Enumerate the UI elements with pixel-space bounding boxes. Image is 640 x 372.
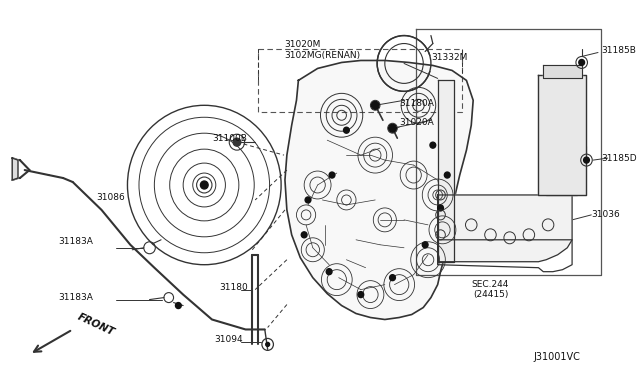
Polygon shape — [538, 76, 586, 195]
Text: 31183A: 31183A — [58, 293, 93, 302]
Circle shape — [438, 205, 444, 211]
Circle shape — [344, 127, 349, 133]
Text: SEC.244: SEC.244 — [472, 280, 509, 289]
Polygon shape — [543, 65, 582, 78]
Text: FRONT: FRONT — [76, 311, 116, 337]
Text: 31180A: 31180A — [399, 99, 434, 108]
Text: 31185D: 31185D — [601, 154, 637, 163]
Text: 31086: 31086 — [97, 193, 125, 202]
Polygon shape — [12, 158, 18, 180]
Polygon shape — [438, 195, 572, 262]
Circle shape — [200, 181, 208, 189]
Text: (24415): (24415) — [473, 290, 508, 299]
Circle shape — [175, 302, 181, 308]
Text: 31020A: 31020A — [399, 118, 434, 127]
Circle shape — [422, 242, 428, 248]
Circle shape — [584, 157, 589, 163]
Circle shape — [358, 292, 364, 298]
Text: 31094: 31094 — [214, 335, 243, 344]
Circle shape — [444, 172, 450, 178]
Polygon shape — [546, 80, 577, 195]
Circle shape — [388, 124, 396, 132]
Text: 31180: 31180 — [220, 283, 248, 292]
Polygon shape — [285, 61, 473, 320]
Circle shape — [326, 269, 332, 275]
Text: 31185B: 31185B — [601, 46, 636, 55]
Text: 31036: 31036 — [591, 211, 620, 219]
Circle shape — [430, 142, 436, 148]
Circle shape — [233, 138, 241, 146]
Circle shape — [371, 101, 379, 109]
Text: 31020M: 31020M — [284, 40, 321, 49]
Circle shape — [329, 172, 335, 178]
Text: 31332M: 31332M — [431, 53, 467, 62]
Circle shape — [305, 197, 311, 203]
Text: 31100B: 31100B — [212, 134, 247, 143]
Circle shape — [266, 342, 269, 346]
Text: J31001VC: J31001VC — [534, 352, 580, 362]
Circle shape — [579, 60, 584, 65]
Circle shape — [301, 232, 307, 238]
Polygon shape — [438, 80, 454, 262]
Circle shape — [390, 275, 396, 280]
Text: 31183A: 31183A — [58, 237, 93, 246]
Text: 3102MG(RENAN): 3102MG(RENAN) — [284, 51, 360, 60]
